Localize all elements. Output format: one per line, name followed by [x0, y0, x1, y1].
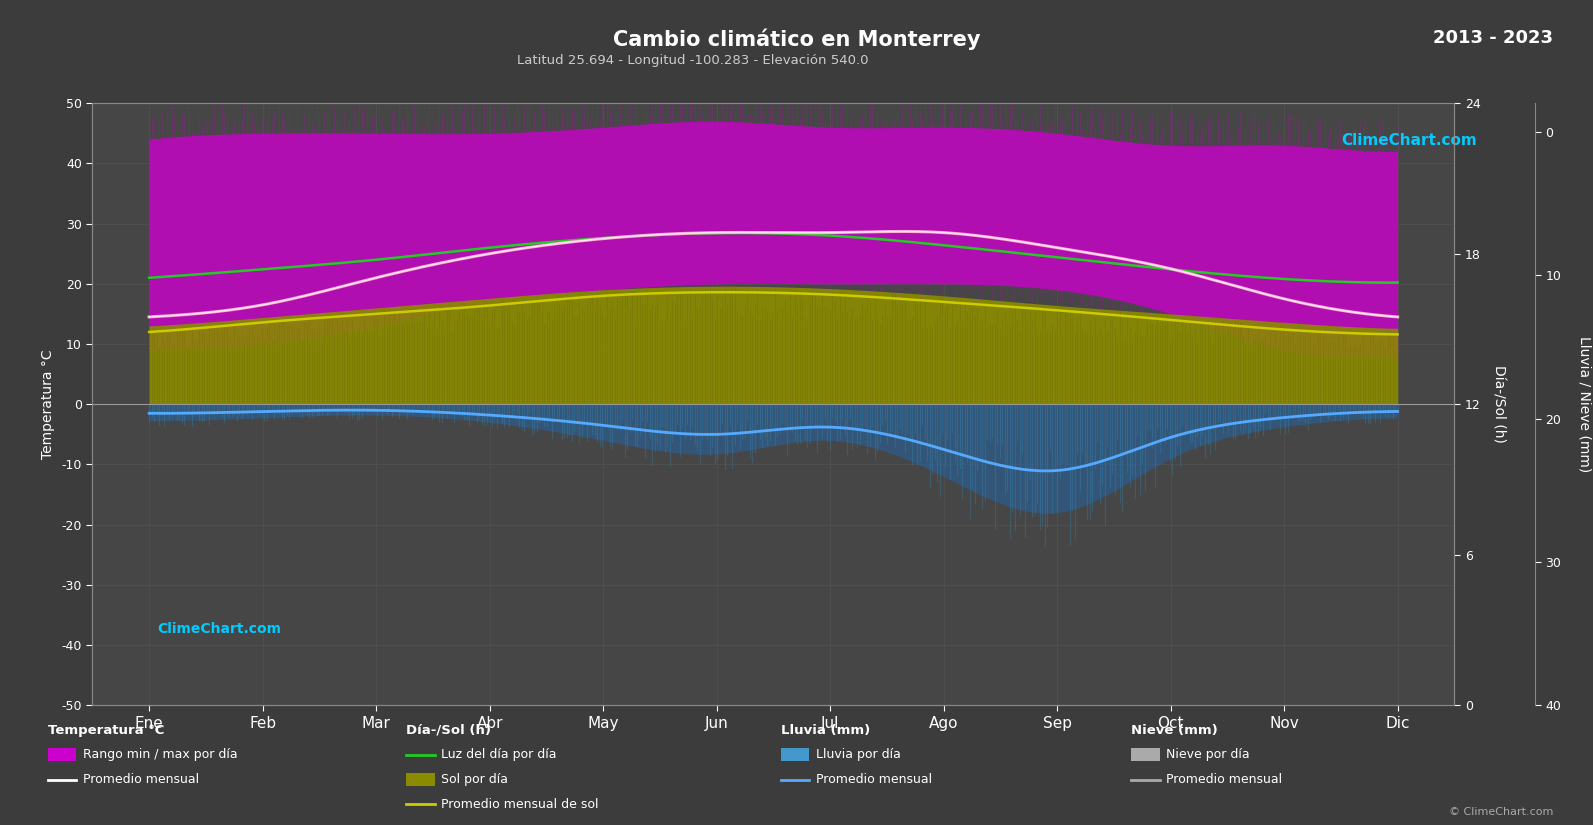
Text: Lluvia por día: Lluvia por día [816, 748, 900, 761]
Text: 2013 - 2023: 2013 - 2023 [1434, 29, 1553, 47]
Text: Latitud 25.694 - Longitud -100.283 - Elevación 540.0: Latitud 25.694 - Longitud -100.283 - Ele… [518, 54, 868, 67]
Text: Promedio mensual: Promedio mensual [83, 773, 199, 786]
Y-axis label: Temperatura °C: Temperatura °C [40, 350, 54, 459]
Text: Sol por día: Sol por día [441, 773, 508, 786]
Y-axis label: Lluvia / Nieve (mm): Lluvia / Nieve (mm) [1577, 336, 1591, 473]
Text: ClimeChart.com: ClimeChart.com [1341, 134, 1477, 148]
Text: Nieve (mm): Nieve (mm) [1131, 724, 1217, 737]
Text: Luz del día por día: Luz del día por día [441, 748, 558, 761]
Text: Promedio mensual de sol: Promedio mensual de sol [441, 798, 599, 811]
Text: Temperatura °C: Temperatura °C [48, 724, 164, 737]
Text: Promedio mensual: Promedio mensual [1166, 773, 1282, 786]
Text: Nieve por día: Nieve por día [1166, 748, 1249, 761]
Text: Día-/Sol (h): Día-/Sol (h) [406, 724, 491, 737]
Text: © ClimeChart.com: © ClimeChart.com [1448, 807, 1553, 817]
Text: Lluvia (mm): Lluvia (mm) [781, 724, 870, 737]
Text: Rango min / max por día: Rango min / max por día [83, 748, 237, 761]
Text: Promedio mensual: Promedio mensual [816, 773, 932, 786]
Y-axis label: Día-/Sol (h): Día-/Sol (h) [1491, 365, 1505, 443]
Text: Cambio climático en Monterrey: Cambio climático en Monterrey [613, 29, 980, 50]
Text: ClimeChart.com: ClimeChart.com [158, 622, 280, 636]
